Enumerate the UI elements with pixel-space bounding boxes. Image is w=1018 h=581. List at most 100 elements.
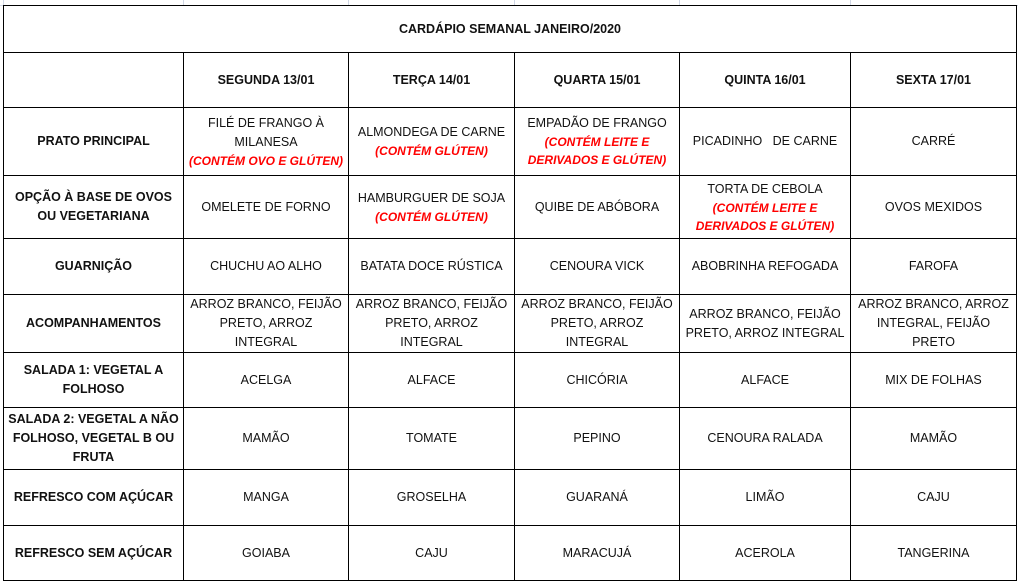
dish-name: ACELGA — [240, 372, 292, 387]
header-row: SEGUNDA 13/01 TERÇA 14/01 QUARTA 15/01 Q… — [3, 52, 1017, 108]
menu-cell[interactable]: GUARANÁ — [514, 469, 680, 526]
row-label[interactable]: GUARNIÇÃO — [3, 238, 184, 295]
dish-name: HAMBURGUER DE SOJA — [357, 190, 506, 205]
menu-cell[interactable]: MARACUJÁ — [514, 525, 680, 581]
menu-cell[interactable]: ALFACE — [348, 352, 515, 408]
dish-name: LIMÃO — [745, 490, 785, 504]
menu-cell[interactable]: ACELGA — [183, 352, 349, 408]
menu-cell[interactable]: GROSELHA — [348, 469, 515, 526]
menu-title[interactable]: CARDÁPIO SEMANAL JANEIRO/2020 — [3, 5, 1017, 53]
menu-cell[interactable]: CHUCHU AO ALHO — [183, 238, 349, 295]
menu-cell[interactable]: QUIBE DE ABÓBORA — [514, 175, 680, 239]
menu-cell[interactable]: FAROFA — [850, 238, 1017, 295]
dish-name: EMPADÃO DE FRANGO — [527, 116, 667, 130]
menu-row: OPÇÃO À BASE DE OVOS OU VEGETARIANA OMELE… — [3, 175, 1017, 239]
dish-name: FILÉ DE FRANGO À MILANESA — [208, 115, 328, 149]
menu-cell[interactable]: ALMONDEGA DE CARNE (CONTÉM GLÚTEN) — [348, 107, 515, 176]
dish-name: TOMATE — [406, 431, 457, 445]
menu-cell[interactable]: TANGERINA — [850, 525, 1017, 581]
menu-cell[interactable]: CAJU — [850, 469, 1017, 526]
day-header[interactable]: TERÇA 14/01 — [348, 52, 515, 108]
menu-cell[interactable]: FILÉ DE FRANGO À MILANESA (CONTÉM OVO E G… — [183, 107, 349, 176]
dish-name: ALFACE — [407, 372, 456, 387]
menu-cell[interactable]: CHICÓRIA — [514, 352, 680, 408]
menu-cell[interactable]: TORTA DE CEBOLA (CONTÉM LEITE E DERIVADOS… — [679, 175, 851, 239]
dish-name: QUIBE DE ABÓBORA — [534, 199, 660, 214]
day-header[interactable]: QUINTA 16/01 — [679, 52, 851, 108]
allergen-note: (CONTÉM GLÚTEN) — [375, 209, 488, 224]
dish-name: GUARANÁ — [566, 490, 628, 504]
dish-name: TORTA DE CEBOLA — [707, 181, 823, 196]
dish-name: ACEROLA — [735, 545, 795, 560]
row-label[interactable]: OPÇÃO À BASE DE OVOS OU VEGETARIANA — [3, 175, 184, 239]
row-label[interactable]: REFRESCO SEM AÇÚCAR — [3, 525, 184, 581]
dish-name: TANGERINA — [897, 545, 970, 560]
allergen-note: (CONTÉM LEITE E DERIVADOS E GLÚTEN) — [695, 200, 835, 233]
menu-row: GUARNIÇÃO CHUCHU AO ALHO BATATA DOCE RÚSTI… — [3, 238, 1017, 295]
menu-cell[interactable]: CENOURA VICK — [514, 238, 680, 295]
menu-cell[interactable]: MIX DE FOLHAS — [850, 352, 1017, 408]
dish-name: CHICÓRIA — [566, 372, 628, 387]
row-label[interactable]: ACOMPANHAMENTOS — [3, 294, 184, 353]
menu-cell[interactable]: LIMÃO — [679, 469, 851, 526]
dish-name: GOIABA — [242, 545, 290, 560]
dish-name: MANGA — [243, 490, 289, 504]
menu-cell[interactable]: ACEROLA — [679, 525, 851, 581]
dish-name: ARROZ BRANCO, FEIJÃO PRETO, ARROZ INTEGR… — [190, 297, 346, 349]
menu-cell[interactable]: PICADINHO DE CARNE — [679, 107, 851, 176]
menu-cell[interactable]: ARROZ BRANCO, FEIJÃO PRETO, ARROZ INTEGR… — [679, 294, 851, 353]
dish-name: GROSELHA — [396, 490, 467, 504]
dish-name: CAJU — [917, 490, 950, 504]
menu-cell[interactable]: ARROZ BRANCO, FEIJÃO PRETO, ARROZ INTEGR… — [514, 294, 680, 353]
dish-name: MIX DE FOLHAS — [885, 372, 982, 387]
row-label[interactable]: SALADA 1: VEGETAL A FOLHOSO — [3, 352, 184, 408]
menu-cell[interactable]: OVOS MEXIDOS — [850, 175, 1017, 239]
menu-row: SALADA 2: VEGETAL A NÃO FOLHOSO, VEGETAL… — [3, 407, 1017, 470]
dish-name: ARROZ BRANCO, FEIJÃO PRETO, ARROZ INTEGR… — [685, 306, 845, 340]
menu-cell[interactable]: MAMÃO — [183, 407, 349, 470]
title-row: CARDÁPIO SEMANAL JANEIRO/2020 — [3, 5, 1017, 53]
menu-cell[interactable]: HAMBURGUER DE SOJA (CONTÉM GLÚTEN) — [348, 175, 515, 239]
day-header[interactable]: SEGUNDA 13/01 — [183, 52, 349, 108]
dish-name: CAJU — [415, 545, 448, 560]
allergen-note: (CONTÉM OVO E GLÚTEN) — [189, 153, 343, 168]
menu-table: CARDÁPIO SEMANAL JANEIRO/2020 SEGUNDA 13… — [3, 5, 1017, 581]
dish-name: CHUCHU AO ALHO — [210, 259, 322, 273]
day-header[interactable]: QUARTA 15/01 — [514, 52, 680, 108]
menu-row: REFRESCO SEM AÇÚCAR GOIABA CAJU MARACUJÁ ACE… — [3, 525, 1017, 581]
menu-cell[interactable]: PEPINO — [514, 407, 680, 470]
menu-cell[interactable]: ALFACE — [679, 352, 851, 408]
dish-name: ARROZ BRANCO, FEIJÃO PRETO, ARROZ INTEGR… — [521, 297, 677, 349]
menu-cell[interactable]: CENOURA RALADA — [679, 407, 851, 470]
row-label[interactable]: REFRESCO COM AÇÚCAR — [3, 469, 184, 526]
menu-cell[interactable]: ABOBRINHA REFOGADA — [679, 238, 851, 295]
menu-row: SALADA 1: VEGETAL A FOLHOSO ACELGA ALFACE C… — [3, 352, 1017, 408]
day-header[interactable]: SEXTA 17/01 — [850, 52, 1017, 108]
menu-cell[interactable]: OMELETE DE FORNO — [183, 175, 349, 239]
allergen-note: (CONTÉM LEITE E DERIVADOS E GLÚTEN) — [527, 135, 667, 167]
menu-cell[interactable]: ARROZ BRANCO, FEIJÃO PRETO, ARROZ INTEGR… — [183, 294, 349, 353]
menu-cell[interactable]: TOMATE — [348, 407, 515, 470]
corner-cell[interactable] — [3, 52, 184, 108]
dish-name: MARACUJÁ — [562, 545, 632, 560]
menu-cell[interactable]: ARROZ BRANCO, ARROZ INTEGRAL, FEIJÃO PRE… — [850, 294, 1017, 353]
menu-row: PRATO PRINCIPAL FILÉ DE FRANGO À MILANESA… — [3, 107, 1017, 176]
row-label[interactable]: SALADA 2: VEGETAL A NÃO FOLHOSO, VEGETAL… — [3, 407, 184, 470]
menu-cell[interactable]: GOIABA — [183, 525, 349, 581]
row-label[interactable]: PRATO PRINCIPAL — [3, 107, 184, 176]
menu-cell[interactable]: BATATA DOCE RÚSTICA — [348, 238, 515, 295]
dish-name: MAMÃO — [909, 431, 958, 445]
dish-name: PICADINHO DE CARNE — [692, 134, 838, 148]
menu-cell[interactable]: EMPADÃO DE FRANGO (CONTÉM LEITE E DERIVAD… — [514, 107, 680, 176]
dish-name: ARROZ BRANCO, FEIJÃO PRETO, ARROZ INTEGR… — [355, 297, 511, 349]
menu-cell[interactable]: MAMÃO — [850, 407, 1017, 470]
menu-row: REFRESCO COM AÇÚCAR MANGA GROSELHA GUARANÁ L… — [3, 469, 1017, 526]
menu-cell[interactable]: CAJU — [348, 525, 515, 581]
dish-name: ARROZ BRANCO, ARROZ INTEGRAL, FEIJÃO PRE… — [858, 297, 1013, 349]
menu-cell[interactable]: ARROZ BRANCO, FEIJÃO PRETO, ARROZ INTEGR… — [348, 294, 515, 353]
menu-cell[interactable]: CARRÉ — [850, 107, 1017, 176]
dish-name: ALFACE — [741, 372, 789, 387]
dish-name: BATATA DOCE RÚSTICA — [360, 259, 503, 273]
menu-cell[interactable]: MANGA — [183, 469, 349, 526]
dish-name: PEPINO — [573, 431, 621, 445]
